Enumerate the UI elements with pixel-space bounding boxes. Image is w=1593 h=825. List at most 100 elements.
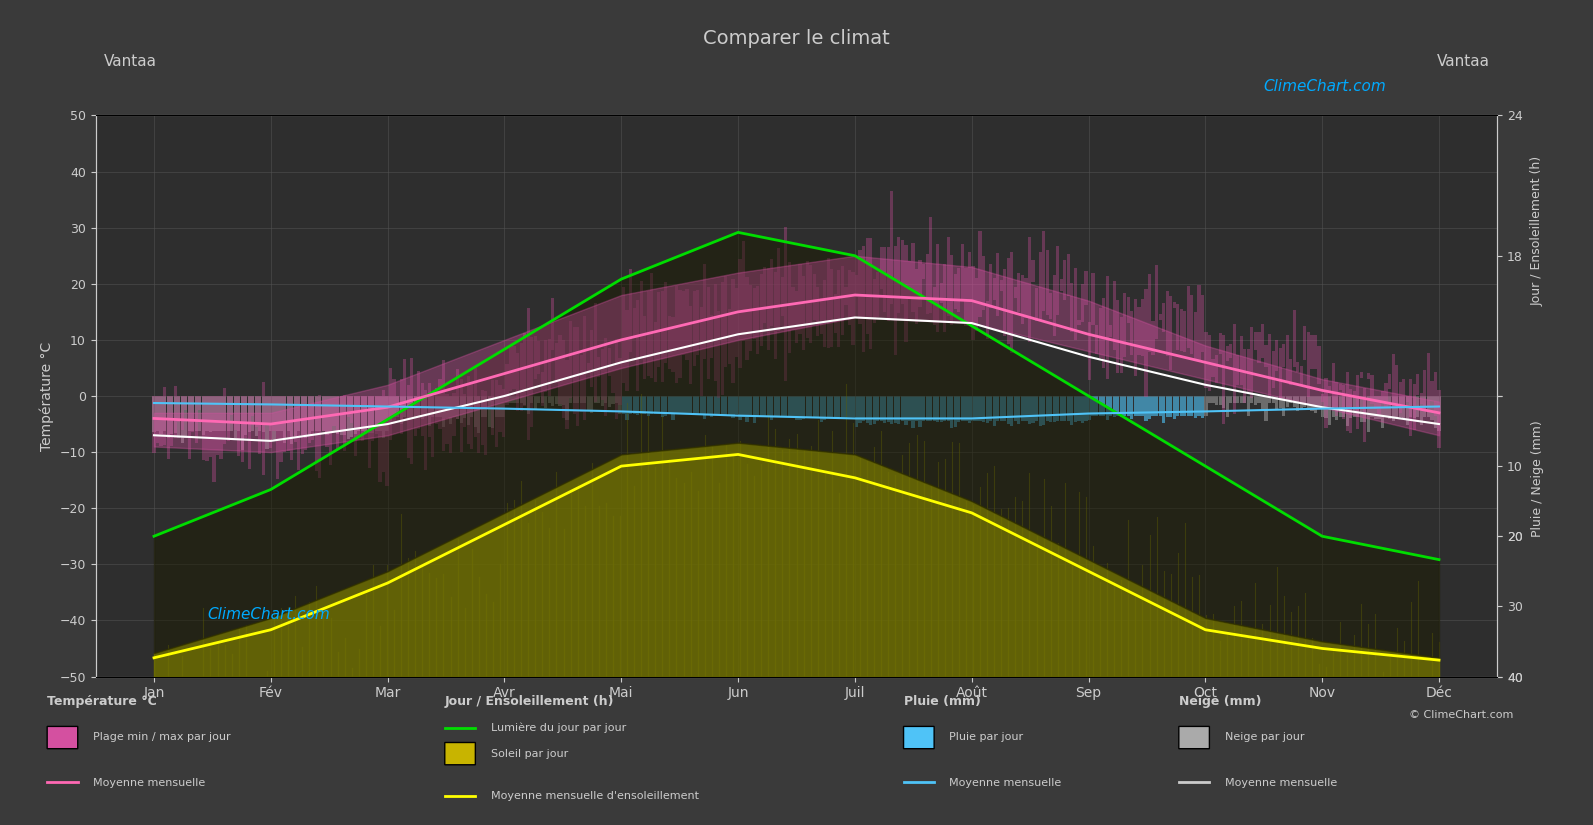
Bar	[1297, 396, 1300, 411]
Bar	[290, 396, 293, 444]
Bar	[1204, 332, 1207, 389]
Bar	[293, 396, 296, 436]
Bar	[212, 408, 215, 483]
Bar	[241, 411, 244, 462]
Bar	[639, 281, 642, 359]
Bar	[679, 290, 682, 378]
Bar	[205, 396, 209, 431]
Bar	[583, 396, 586, 403]
Text: Pluie (mm): Pluie (mm)	[903, 695, 980, 709]
Bar	[911, 243, 914, 312]
Bar	[714, 396, 717, 415]
Bar	[244, 396, 247, 432]
Bar	[389, 396, 392, 440]
Bar	[508, 347, 511, 391]
Bar	[276, 396, 279, 431]
Bar	[742, 241, 746, 341]
Bar	[873, 396, 876, 424]
Bar	[1215, 396, 1219, 405]
Bar	[537, 342, 540, 374]
Bar	[1144, 290, 1147, 396]
Bar	[540, 396, 543, 403]
Bar	[1262, 323, 1265, 358]
Bar	[1381, 396, 1384, 400]
Bar	[421, 396, 424, 436]
Bar	[1427, 396, 1431, 417]
Bar	[589, 330, 593, 387]
Bar	[690, 306, 693, 384]
Bar	[833, 294, 836, 333]
Bar	[417, 396, 421, 417]
Bar	[473, 369, 476, 396]
Bar	[389, 396, 392, 422]
Bar	[298, 396, 301, 431]
Bar	[1059, 396, 1063, 421]
Bar	[609, 348, 612, 376]
Bar	[586, 396, 589, 412]
Bar	[710, 396, 714, 417]
Bar	[1123, 293, 1126, 356]
Bar	[551, 299, 554, 350]
Text: Lumière du jour par jour: Lumière du jour par jour	[491, 723, 626, 733]
Bar	[1247, 396, 1251, 416]
Bar	[191, 396, 194, 431]
Bar	[742, 396, 746, 417]
Bar	[513, 396, 516, 403]
Bar	[876, 396, 879, 421]
Bar	[1239, 337, 1243, 385]
Text: Pluie par jour: Pluie par jour	[949, 732, 1024, 742]
Bar	[325, 441, 328, 446]
Bar	[209, 396, 212, 432]
Bar	[307, 438, 311, 444]
Bar	[368, 396, 371, 432]
Bar	[696, 290, 699, 356]
Bar	[198, 396, 201, 404]
Bar	[975, 278, 978, 331]
Bar	[315, 396, 319, 421]
Bar	[1395, 365, 1399, 396]
Bar	[374, 396, 378, 429]
Bar	[368, 416, 371, 469]
Bar	[658, 396, 661, 413]
Bar	[890, 396, 894, 424]
Bar	[212, 396, 215, 408]
Bar	[1289, 359, 1292, 385]
Bar	[417, 396, 421, 429]
Bar	[1338, 396, 1341, 417]
Bar	[350, 396, 354, 417]
Bar	[1010, 396, 1013, 427]
Bar	[174, 396, 177, 438]
Bar	[287, 396, 290, 435]
Bar	[403, 396, 406, 408]
Bar	[1321, 396, 1324, 417]
Text: Vantaa: Vantaa	[1437, 54, 1489, 69]
Bar	[513, 346, 516, 389]
Bar	[470, 396, 473, 417]
Bar	[516, 353, 519, 396]
Bar	[269, 431, 272, 449]
Bar	[1222, 396, 1225, 424]
Bar	[1416, 374, 1419, 394]
Bar	[597, 356, 601, 377]
Bar	[847, 270, 851, 325]
Bar	[505, 396, 508, 403]
Text: Jour / Ensoleillement (h): Jour / Ensoleillement (h)	[444, 695, 615, 709]
Bar	[220, 396, 223, 436]
Bar	[527, 396, 530, 441]
Bar	[249, 396, 250, 407]
Bar	[287, 396, 290, 431]
Bar	[1243, 396, 1246, 403]
Bar	[1251, 396, 1254, 398]
Bar	[746, 276, 749, 361]
Bar	[304, 418, 307, 450]
Bar	[897, 396, 900, 424]
Bar	[572, 396, 575, 403]
Bar	[188, 396, 191, 431]
Bar	[1045, 250, 1048, 315]
Bar	[572, 396, 575, 414]
Bar	[1346, 396, 1349, 426]
Bar	[456, 370, 459, 396]
Bar	[347, 396, 350, 397]
Bar	[217, 428, 220, 455]
Bar	[801, 276, 804, 350]
